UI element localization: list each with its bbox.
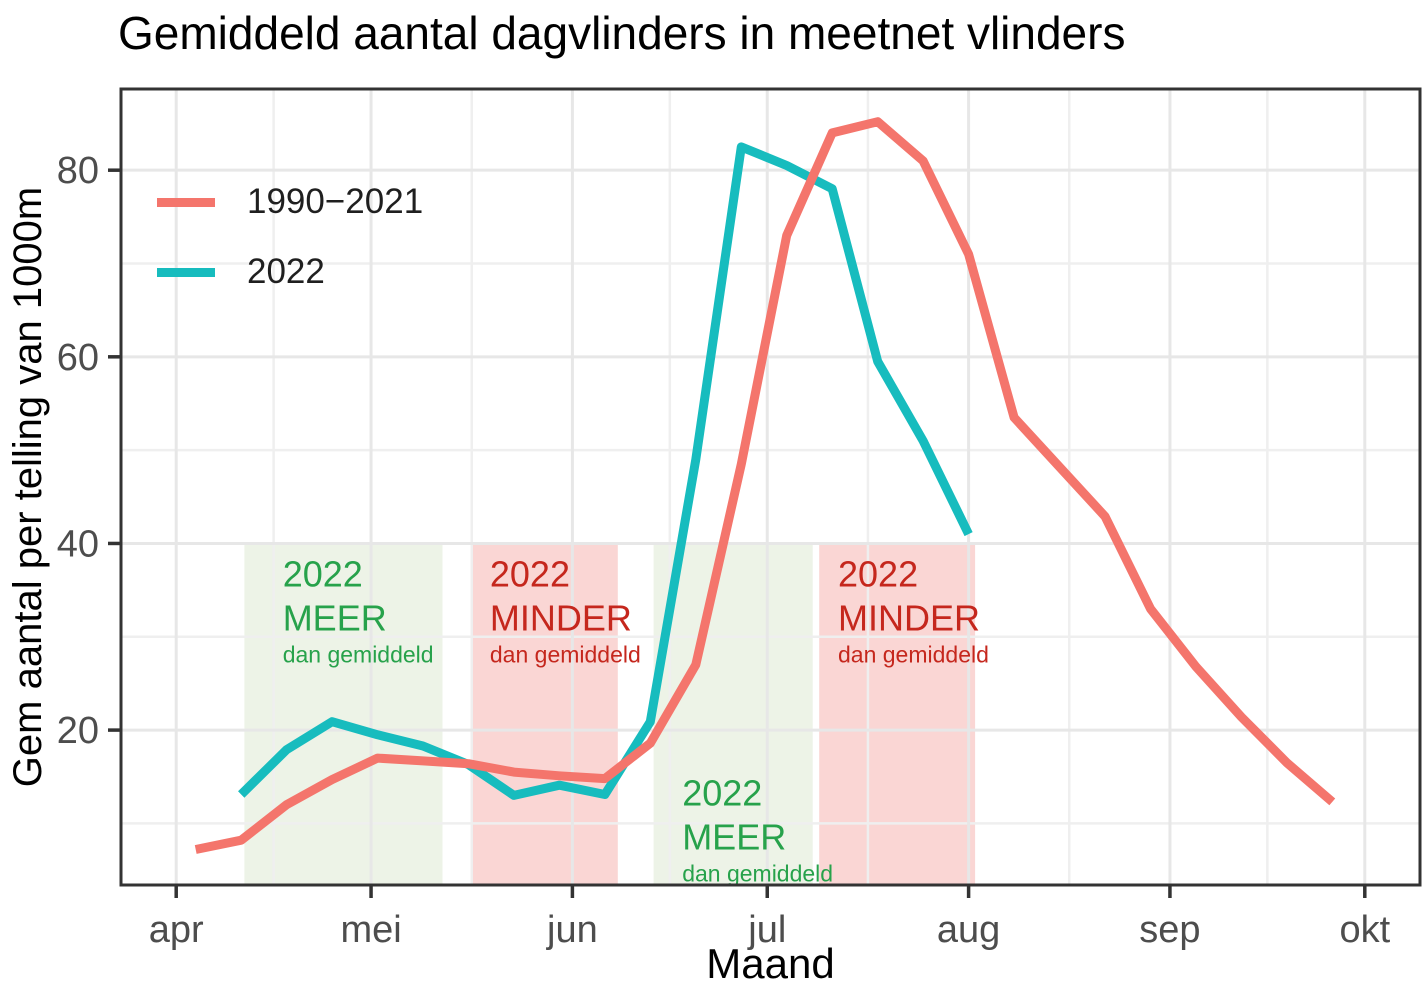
- legend-swatch-1990-2021: [157, 197, 215, 207]
- legend-label-2022: 2022: [247, 252, 325, 291]
- highlight-region: [244, 543, 443, 885]
- highlight-region: [819, 543, 976, 885]
- region-annotation-line: dan gemiddeld: [490, 641, 641, 667]
- series-line-1990-2021: [194, 117, 1336, 854]
- region-annotation-line: 2022: [838, 553, 918, 594]
- region-annotation-line: dan gemiddeld: [283, 641, 434, 667]
- panel-border: [119, 87, 1422, 887]
- x-tick-label: jul: [747, 909, 786, 951]
- series-lines: [194, 117, 1336, 854]
- highlight-region: [653, 543, 813, 885]
- x-tick-label: sep: [1139, 909, 1200, 951]
- legend-item-1990-2021: 1990−2021: [157, 180, 423, 224]
- region-annotation-line: MINDER: [490, 597, 632, 638]
- y-tick-label: 40: [57, 524, 99, 566]
- x-tick-label: apr: [149, 909, 204, 951]
- region-annotation-line: MEER: [283, 597, 387, 638]
- region-annotation-line: dan gemiddeld: [682, 861, 833, 887]
- x-tick-label: jun: [546, 909, 598, 951]
- region-annotation-line: MEER: [682, 817, 786, 858]
- x-axis-title: Maand: [706, 940, 835, 987]
- grid-minor: [121, 89, 1420, 885]
- y-tick-label: 20: [57, 710, 99, 752]
- grid-major: [121, 89, 1420, 885]
- highlight-region: [471, 543, 618, 885]
- region-annotation-line: 2022: [283, 553, 363, 594]
- axis-tick-labels: apr mei jun jul aug sep okt 20 40 60 80: [57, 150, 1391, 951]
- legend-swatch-2022: [157, 267, 215, 277]
- x-tick-label: aug: [937, 909, 1000, 951]
- region-annotation-line: dan gemiddeld: [838, 641, 989, 667]
- highlight-regions: [244, 543, 976, 885]
- series-line-2022: [238, 142, 973, 800]
- region-annotation-line: MINDER: [838, 597, 980, 638]
- legend: 1990−2021 2022: [157, 180, 423, 320]
- legend-label-1990-2021: 1990−2021: [247, 182, 424, 221]
- legend-item-2022: 2022: [157, 250, 423, 294]
- x-tick-label: okt: [1339, 909, 1390, 951]
- y-tick-label: 60: [57, 337, 99, 379]
- region-annotation-line: 2022: [490, 553, 570, 594]
- axis-ticks: [108, 168, 1367, 898]
- x-tick-label: mei: [340, 909, 401, 951]
- chart-title: Gemiddeld aantal dagvlinders in meetnet …: [118, 7, 1126, 59]
- y-tick-label: 80: [57, 150, 99, 192]
- region-annotation-line: 2022: [682, 773, 762, 814]
